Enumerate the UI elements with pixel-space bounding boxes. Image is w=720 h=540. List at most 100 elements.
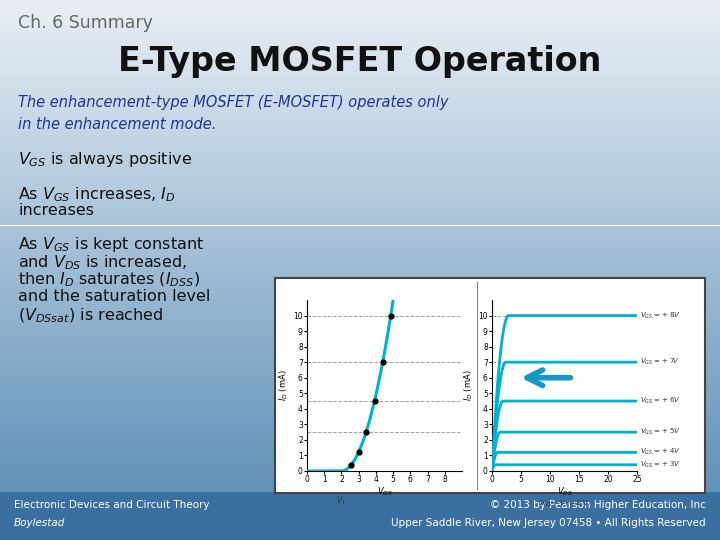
Bar: [0, 414, 720, 418]
Bar: [0, 303, 720, 307]
Bar: [0, 94, 720, 98]
Bar: [0, 4, 720, 8]
Text: Ch. 6 Summary: Ch. 6 Summary: [18, 14, 153, 32]
Bar: [0, 254, 720, 258]
Bar: [0, 480, 720, 484]
Bar: [0, 201, 720, 205]
Bar: [0, 62, 720, 65]
Text: $V_T$: $V_T$: [336, 494, 347, 507]
Bar: [0, 435, 720, 438]
Bar: [0, 299, 720, 303]
Bar: [0, 312, 720, 316]
Bar: [0, 422, 720, 427]
Bar: [0, 213, 720, 217]
Bar: [0, 386, 720, 389]
Bar: [0, 70, 720, 74]
Bar: [0, 160, 720, 164]
Text: $V_{GS} = +8 V$: $V_{GS} = +8 V$: [640, 310, 680, 321]
Bar: [0, 275, 720, 279]
Bar: [0, 41, 720, 45]
Bar: [0, 271, 720, 275]
Bar: [0, 16, 720, 21]
Bar: [0, 185, 720, 188]
Bar: [0, 324, 720, 328]
Bar: [0, 12, 720, 16]
Bar: [0, 377, 720, 381]
Bar: [0, 488, 720, 492]
Bar: [0, 476, 720, 480]
Bar: [0, 357, 720, 361]
Bar: [0, 447, 720, 451]
Bar: [0, 471, 720, 476]
Bar: [0, 156, 720, 160]
Bar: [0, 336, 720, 340]
Bar: [0, 111, 720, 115]
Bar: [0, 402, 720, 406]
Text: increases: increases: [18, 203, 94, 218]
Bar: [0, 78, 720, 82]
Bar: [0, 295, 720, 299]
Text: then $I_D$ saturates ($I_{DSS}$): then $I_D$ saturates ($I_{DSS}$): [18, 271, 200, 289]
Bar: [0, 21, 720, 25]
Text: Electronic Devices and Circuit Theory: Electronic Devices and Circuit Theory: [14, 500, 210, 510]
Bar: [0, 221, 720, 226]
Bar: [0, 127, 720, 131]
Bar: [0, 361, 720, 365]
Text: $V_{GS} = +6 V$: $V_{GS} = +6 V$: [640, 396, 680, 406]
Text: Boylestad: Boylestad: [14, 518, 66, 528]
Bar: [0, 136, 720, 139]
Bar: [0, 8, 720, 12]
Bar: [0, 25, 720, 29]
Bar: [0, 320, 720, 324]
Bar: [0, 144, 720, 147]
Bar: [0, 316, 720, 320]
Bar: [0, 373, 720, 377]
Y-axis label: $I_D$ (mA): $I_D$ (mA): [463, 370, 475, 401]
Text: E-Type MOSFET Operation: E-Type MOSFET Operation: [118, 45, 602, 78]
Bar: [0, 188, 720, 193]
Bar: [0, 123, 720, 127]
Text: $V_{GS} = +3 V$: $V_{GS} = +3 V$: [640, 460, 680, 470]
Bar: [0, 484, 720, 488]
X-axis label: $V_{GS}$: $V_{GS}$: [377, 485, 392, 498]
Bar: [0, 98, 720, 103]
Bar: [0, 234, 720, 238]
Bar: [0, 172, 720, 176]
Bar: [0, 131, 720, 136]
Bar: [0, 238, 720, 242]
Text: ($V_{DSsat}$) is reached: ($V_{DSsat}$) is reached: [18, 307, 163, 326]
Bar: [0, 389, 720, 394]
Bar: [0, 147, 720, 152]
Bar: [0, 397, 720, 402]
Bar: [0, 418, 720, 422]
Bar: [0, 164, 720, 168]
Bar: [0, 193, 720, 197]
Bar: [0, 287, 720, 291]
Bar: [0, 427, 720, 430]
Bar: [0, 492, 720, 540]
Text: As $V_{GS}$ increases, $I_D$: As $V_{GS}$ increases, $I_D$: [18, 185, 176, 204]
Bar: [0, 90, 720, 94]
Bar: [0, 230, 720, 234]
Bar: [0, 197, 720, 201]
Bar: [0, 279, 720, 283]
Text: As $V_{GS}$ is kept constant: As $V_{GS}$ is kept constant: [18, 235, 204, 254]
Bar: [0, 451, 720, 455]
Bar: [0, 152, 720, 156]
Bar: [0, 443, 720, 447]
Bar: [0, 250, 720, 254]
Bar: [0, 53, 720, 57]
Text: and the saturation level: and the saturation level: [18, 289, 210, 304]
Bar: [0, 168, 720, 172]
Bar: [0, 49, 720, 53]
Bar: [0, 205, 720, 209]
Bar: [0, 365, 720, 369]
Bar: [0, 119, 720, 123]
Bar: [275, 278, 705, 493]
Bar: [0, 291, 720, 295]
Bar: [0, 86, 720, 90]
Bar: [0, 328, 720, 332]
Bar: [0, 176, 720, 180]
Bar: [0, 369, 720, 373]
Bar: [0, 74, 720, 78]
